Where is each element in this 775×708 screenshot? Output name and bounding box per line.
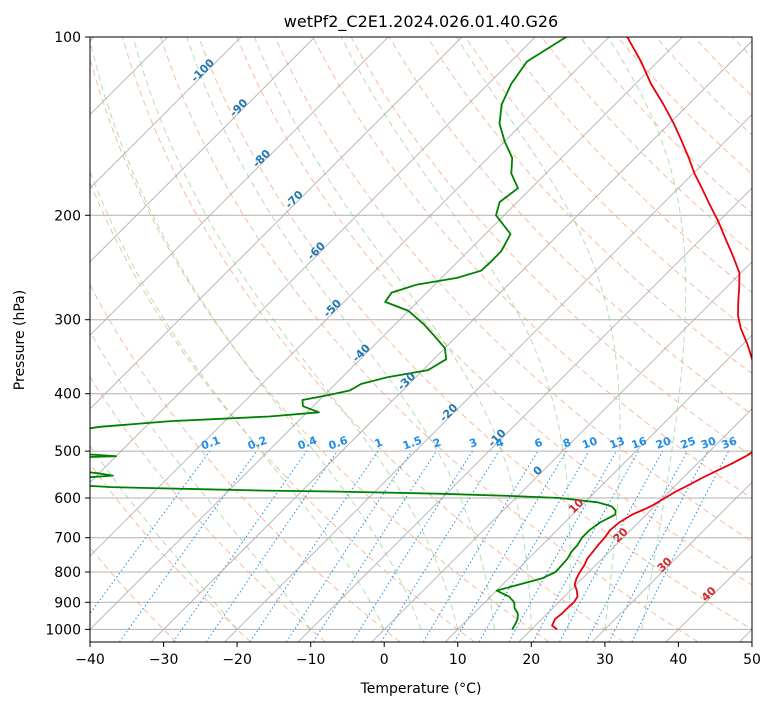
mixing-ratio-line [631,450,730,642]
moist-adiabat-line [90,444,238,630]
moist-adiabat-line [186,37,496,630]
mixing-ratio-label: 1.5 [401,434,424,453]
isotherm-line [224,114,752,642]
plot-frame [89,36,753,643]
mixing-ratio-line [118,450,258,642]
isotherm-line [90,37,315,263]
y-tick-label: 1000 [45,622,81,638]
moist-adiabat-line [132,37,459,630]
moist-adiabat-line [456,37,621,630]
mixing-ratio-line [351,450,474,642]
x-tick-label: −30 [149,652,179,668]
mixing-ratio-line [532,450,639,642]
mixing-ratio-label: 13 [608,434,627,451]
mixing-ratio-label: 20 [654,434,673,452]
x-axis-label: Temperature (°C) [360,681,482,697]
y-tick-label: 900 [54,595,81,611]
dry-adiabat-line [770,37,775,642]
y-tick-label: 600 [54,491,81,507]
series-layer [90,37,752,631]
isotherm-line [371,261,752,642]
grid-layer [90,37,775,642]
mixing-ratio-label: 8 [561,436,573,451]
isotherm-line [90,37,389,336]
dewpoint-profile-line [90,37,617,630]
dry-adiabat-line [90,56,550,642]
axis-layer: −40 −30 −20 −10 0 10 20 30 40 5010020030040050060… [45,30,761,668]
moist-adiabat-line [607,37,687,630]
mixing-ratio-line [285,450,413,642]
dry-adiabat-line [198,37,752,630]
y-tick-label: 100 [54,30,81,46]
isotherm-line [592,481,752,642]
y-tick-label: 800 [54,565,81,581]
plot-background [90,37,752,642]
x-tick-label: −20 [222,652,252,668]
mixing-ratio-line [559,450,664,642]
isotherm-line [90,37,463,410]
dry-adiabat-line [274,37,752,542]
isotherm-line [297,187,752,642]
mixing-ratio-label: 2 [431,436,443,451]
isotherm-line [90,37,242,189]
moist-adiabat-line [340,37,571,630]
mixing-ratio-line [205,450,338,642]
moist-adiabat-line [90,170,385,630]
mixing-ratio-label: 0.2 [246,434,269,453]
x-tick-label: −10 [296,652,326,668]
x-tick-label: 50 [743,652,761,668]
x-tick-label: 40 [669,652,687,668]
temperature-profile-line [551,37,752,631]
isotherm-line [150,40,752,642]
isotherm-line [90,37,610,557]
mixing-ratio-label: 0.1 [199,434,222,453]
dry-adiabat-line [312,37,752,500]
y-axis-label: Pressure (hPa) [12,290,28,390]
mixing-ratio-label: 0.4 [296,434,319,453]
dry-adiabat-line [160,37,699,642]
isotherm-line [90,37,536,483]
x-tick-label: 30 [596,652,614,668]
mixing-ratio-line [249,450,379,642]
isotherm-line [444,334,752,642]
mixing-ratio-label: 4 [494,436,506,451]
y-tick-label: 400 [54,387,81,403]
mixing-ratio-line [172,450,308,642]
x-tick-label: −40 [75,652,105,668]
y-tick-label: 200 [54,208,81,224]
moist-adiabat-line [253,37,532,630]
x-tick-label: 20 [522,652,540,668]
mixing-ratio-label: 6 [533,436,545,451]
y-tick-label: 300 [54,313,81,329]
mixing-ratio-line [312,450,437,642]
dry-adiabat-line [236,37,752,586]
y-tick-label: 700 [54,531,81,547]
mixing-ratio-line [508,450,617,642]
mixing-ratio-label: 36 [720,434,739,452]
mixing-ratio-label: 16 [630,434,649,452]
y-tick-label: 500 [54,444,81,460]
mixing-ratio-label: 25 [679,434,698,451]
moist-adiabat-line [90,38,422,630]
mixing-ratio-line [90,450,211,615]
moist-adiabat-line [90,330,312,630]
mixing-ratio-label: 3 [467,436,479,451]
isotherm-line [90,37,683,630]
chart-title: wetPf2_C2E1.2024.026.01.40.G26 [284,12,558,32]
dry-adiabat-line [90,376,326,642]
mixing-ratio-label: 1 [373,436,385,451]
dry-adiabat-line [122,37,624,642]
x-tick-label: 10 [449,652,467,668]
mixing-ratio-label: 10 [580,434,599,452]
x-tick-label: 0 [380,652,389,668]
isotherm-line [518,408,752,642]
mixing-ratio-label: 30 [699,434,718,452]
mixing-ratio-label: 0.6 [327,434,350,453]
